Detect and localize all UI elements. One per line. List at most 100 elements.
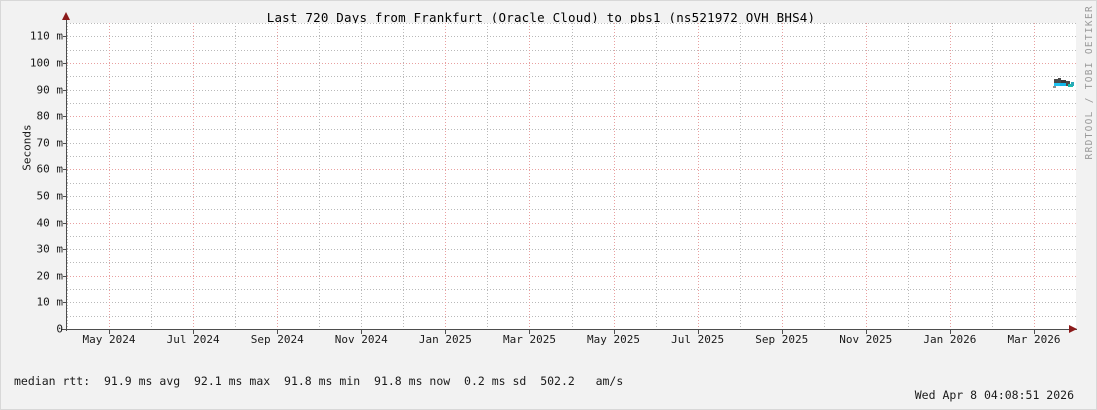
vgrid-minor-line xyxy=(235,23,236,329)
hgrid-minor-line xyxy=(67,76,1076,77)
vgrid-minor-line xyxy=(151,23,152,329)
vgrid-major-line xyxy=(193,23,194,329)
y-tick-mark xyxy=(63,276,67,277)
graph-timestamp: Wed Apr 8 04:08:51 2026 xyxy=(914,388,1074,402)
hgrid-minor-line xyxy=(67,183,1076,184)
hgrid-minor-line xyxy=(67,129,1076,130)
trace-segment xyxy=(1054,83,1060,86)
y-tick-label: 80 m xyxy=(36,109,64,123)
y-tick-mark xyxy=(63,90,67,91)
vgrid-major-line xyxy=(445,23,446,329)
hgrid-major-line xyxy=(67,63,1076,64)
y-axis-label: Seconds xyxy=(20,124,34,171)
y-tick-label: 50 m xyxy=(36,189,64,203)
x-tick-mark xyxy=(109,330,110,334)
y-axis-ticks: 0 10 m 20 m 30 m 40 m 50 m 60 m 70 m 80 m 90 m 100… xyxy=(1,23,67,336)
y-tick-label: 110 m xyxy=(29,29,63,43)
x-tick-mark xyxy=(193,330,194,334)
y-tick-mark xyxy=(63,196,67,197)
vgrid-major-line xyxy=(277,23,278,329)
vgrid-major-line xyxy=(109,23,110,329)
y-tick-mark xyxy=(63,329,67,330)
trace-segment xyxy=(1058,78,1061,83)
vgrid-minor-line xyxy=(824,23,825,329)
x-tick-mark xyxy=(950,330,951,334)
hgrid-minor-line xyxy=(67,262,1076,263)
y-tick-mark xyxy=(63,249,67,250)
hgrid-minor-line xyxy=(67,90,1076,91)
vgrid-major-line xyxy=(614,23,615,329)
x-tick-mark xyxy=(277,330,278,334)
vgrid-minor-line xyxy=(319,23,320,329)
x-axis-line xyxy=(61,329,1077,330)
x-tick-label: Mar 2026 xyxy=(1007,333,1061,346)
hgrid-major-line xyxy=(67,276,1076,277)
hgrid-minor-line xyxy=(67,156,1076,157)
trace-segment xyxy=(1053,86,1056,88)
vgrid-minor-line xyxy=(908,23,909,329)
vgrid-major-line xyxy=(866,23,867,329)
trace-segment xyxy=(1061,80,1066,84)
y-tick-label: 100 m xyxy=(29,56,63,70)
x-tick-label: Nov 2024 xyxy=(334,333,388,346)
trace-segment xyxy=(1071,82,1074,86)
hgrid-major-line xyxy=(67,223,1076,224)
y-tick-label: 70 m xyxy=(36,136,64,150)
y-tick-label: 0 xyxy=(56,322,63,336)
trace-segment xyxy=(1066,81,1070,86)
hgrid-minor-line xyxy=(67,50,1076,51)
y-tick-mark xyxy=(63,63,67,64)
y-tick-mark xyxy=(63,143,67,144)
hgrid-minor-line xyxy=(67,289,1076,290)
footer-stats: median rtt: 91.9 ms avg 92.1 ms max 91.8… xyxy=(14,346,624,409)
vgrid-minor-line xyxy=(487,23,488,329)
y-tick-label: 40 m xyxy=(36,216,64,230)
x-tick-mark xyxy=(361,330,362,334)
y-tick-label: 20 m xyxy=(36,269,64,283)
y-axis-line xyxy=(66,19,67,331)
vgrid-minor-line xyxy=(361,23,362,329)
vgrid-major-line xyxy=(950,23,951,329)
hgrid-minor-line xyxy=(67,316,1076,317)
hgrid-minor-line xyxy=(67,236,1076,237)
x-tick-mark xyxy=(1034,330,1035,334)
x-tick-label: Jul 2024 xyxy=(166,333,220,346)
vgrid-minor-line xyxy=(656,23,657,329)
x-tick-label: May 2024 xyxy=(82,333,136,346)
x-tick-label: May 2025 xyxy=(587,333,641,346)
y-tick-label: 60 m xyxy=(36,162,64,176)
hgrid-minor-line xyxy=(67,302,1076,303)
hgrid-minor-line xyxy=(67,249,1076,250)
y-tick-mark xyxy=(63,223,67,224)
y-tick-mark xyxy=(63,36,67,37)
x-tick-label: Jul 2025 xyxy=(671,333,725,346)
y-tick-mark xyxy=(63,116,67,117)
vgrid-minor-line xyxy=(992,23,993,329)
y-axis-arrow-icon xyxy=(62,12,70,20)
median-rtt-line: median rtt: 91.9 ms avg 92.1 ms max 91.8… xyxy=(14,374,624,388)
vgrid-minor-line xyxy=(67,23,68,329)
vgrid-major-line xyxy=(782,23,783,329)
x-tick-mark xyxy=(698,330,699,334)
vgrid-major-line xyxy=(1034,23,1035,329)
x-tick-label: Jan 2025 xyxy=(418,333,472,346)
rrdtool-watermark: RRDTOOL / TOBI OETIKER xyxy=(1084,5,1095,160)
x-tick-label: Jan 2026 xyxy=(923,333,977,346)
y-tick-label: 10 m xyxy=(36,295,64,309)
vgrid-minor-line xyxy=(403,23,404,329)
hgrid-minor-line xyxy=(67,103,1076,104)
x-tick-label: Sep 2025 xyxy=(755,333,809,346)
trace-segment xyxy=(1060,83,1068,86)
hgrid-minor-line xyxy=(67,143,1076,144)
x-tick-mark xyxy=(614,330,615,334)
vgrid-major-line xyxy=(698,23,699,329)
hgrid-major-line xyxy=(67,169,1076,170)
vgrid-major-line xyxy=(529,23,530,329)
x-tick-label: Nov 2025 xyxy=(839,333,893,346)
x-tick-label: Sep 2024 xyxy=(250,333,304,346)
hgrid-minor-line xyxy=(67,209,1076,210)
y-tick-label: 90 m xyxy=(36,83,64,97)
hgrid-minor-line xyxy=(67,196,1076,197)
x-tick-mark xyxy=(529,330,530,334)
